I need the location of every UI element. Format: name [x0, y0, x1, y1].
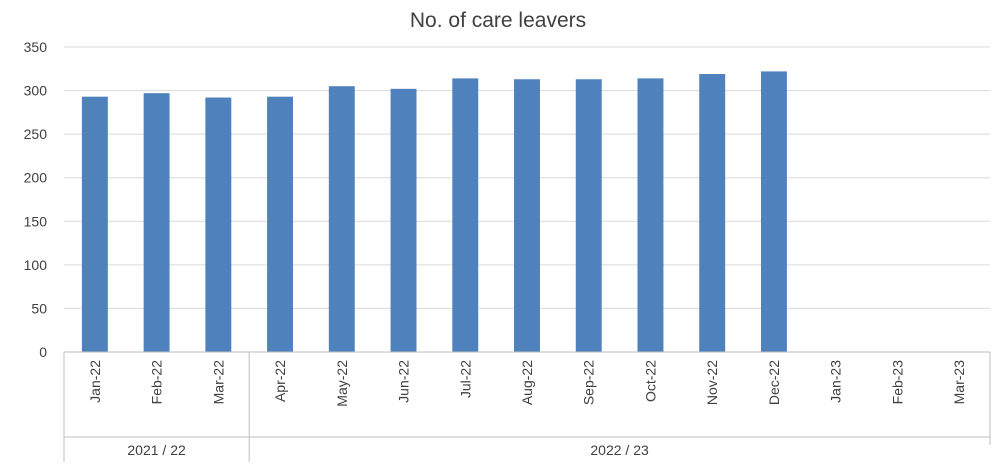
x-tick-label: Aug-22: [519, 360, 535, 405]
x-axis-group-labels: 2021 / 22 2022 / 23: [63, 352, 991, 462]
bar: [390, 88, 417, 352]
y-tick-label: 100: [24, 257, 48, 273]
bar: [205, 97, 232, 353]
x-tick-label: Feb-23: [889, 360, 905, 405]
bar: [637, 78, 664, 352]
x-tick-label: Jul-22: [457, 360, 473, 398]
x-tick-label: Mar-22: [210, 360, 226, 405]
x-tick-label: Feb-22: [149, 360, 165, 405]
x-tick-label: Mar-23: [951, 360, 967, 405]
x-tick-label: Nov-22: [704, 360, 720, 405]
bar: [760, 71, 787, 353]
group-label: 2021 / 22: [127, 442, 186, 458]
y-tick-label: 50: [31, 300, 47, 316]
x-tick-label: Jun-22: [396, 360, 412, 403]
x-tick-label: May-22: [334, 360, 350, 407]
x-tick-label: Jan-23: [828, 360, 844, 403]
bar: [267, 96, 294, 353]
bar: [699, 74, 726, 352]
y-tick-label: 200: [24, 170, 48, 186]
bar: [81, 96, 108, 353]
y-tick-label: 250: [24, 126, 48, 142]
y-axis-tick-labels: 0 50 100 150 200 250 300 350: [24, 39, 48, 360]
bar: [514, 79, 540, 352]
bar: [452, 78, 479, 352]
x-tick-label: Apr-22: [272, 360, 288, 402]
y-tick-label: 300: [24, 83, 48, 99]
y-tick-label: 150: [24, 213, 48, 229]
group-label: 2022 / 23: [590, 442, 649, 458]
chart-title: No. of care leavers: [410, 9, 586, 32]
x-tick-label: Oct-22: [642, 360, 658, 402]
x-tick-label: Dec-22: [766, 360, 782, 405]
bar: [143, 93, 170, 352]
y-tick-label: 0: [39, 344, 47, 360]
bar: [575, 79, 602, 352]
bar: [328, 86, 355, 352]
x-tick-label: Sep-22: [581, 360, 597, 405]
x-tick-label: Jan-22: [87, 360, 103, 403]
y-tick-label: 350: [24, 39, 48, 55]
x-axis-tick-labels: Jan-22 Feb-22 Mar-22 Apr-22 May-22 Jun-22 Jul-…: [87, 360, 967, 407]
bars: [81, 71, 787, 353]
